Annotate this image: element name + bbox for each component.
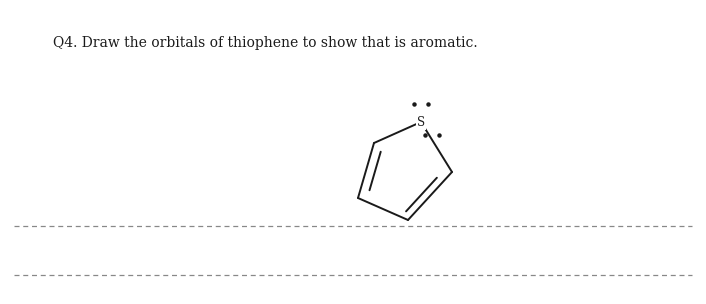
Text: Q4. Draw the orbitals of thiophene to show that is aromatic.: Q4. Draw the orbitals of thiophene to sh…: [53, 36, 477, 50]
Text: S: S: [417, 116, 425, 129]
